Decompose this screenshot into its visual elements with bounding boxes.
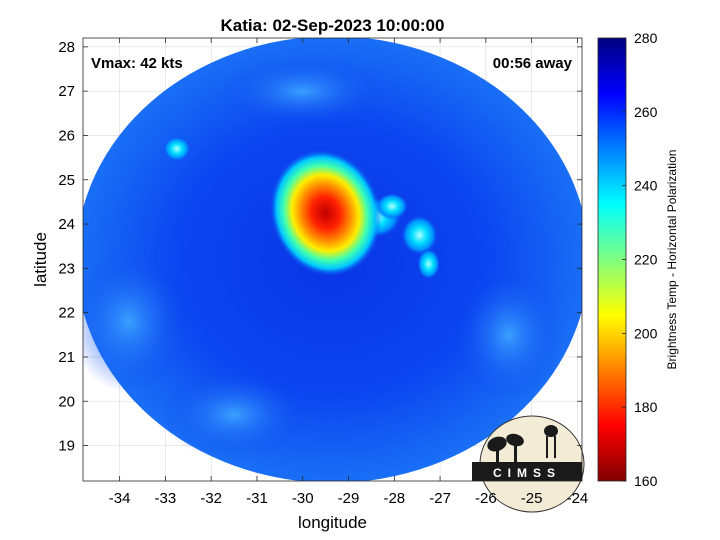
- x-tick-label: -31: [246, 490, 268, 507]
- colorbar-ticks: 160 180 200 220 240 260 280: [622, 30, 658, 489]
- logo-dish-icon: [487, 436, 507, 452]
- x-tick-label: -24: [567, 490, 589, 507]
- y-tick-label: 20: [58, 393, 75, 410]
- x-tick-label: -25: [521, 490, 543, 507]
- y-tick-label: 22: [58, 305, 75, 322]
- colorbar-tick-label: 200: [634, 325, 658, 341]
- x-tick-label: -30: [292, 490, 314, 507]
- light-patch: [83, 250, 189, 393]
- light-patch: [220, 55, 386, 127]
- colorbar-tick-label: 180: [634, 399, 658, 415]
- light-patch: [453, 268, 564, 402]
- feature-core: [269, 149, 382, 277]
- logo-band: [472, 462, 582, 481]
- colorbar-tick-label: 280: [634, 30, 658, 46]
- light-patch: [160, 370, 308, 459]
- x-tick-label: -29: [338, 490, 360, 507]
- y-tick-label: 19: [58, 438, 75, 455]
- logo-tower-icon: [544, 425, 558, 437]
- y-tick-label: 26: [58, 127, 75, 144]
- y-tick-label: 25: [58, 172, 75, 189]
- chart-title: Katia: 02-Sep-2023 10:00:00: [221, 16, 445, 35]
- plot-border: [82, 37, 583, 482]
- vmax-label: Vmax: 42 kts: [91, 55, 183, 72]
- x-tick-label: -33: [155, 490, 177, 507]
- feature-band-south: [417, 248, 441, 280]
- y-axis-label: latitude: [31, 232, 50, 287]
- logo-text: CIMSS: [493, 466, 561, 480]
- y-tick-label: 24: [58, 216, 75, 233]
- y-tick-label: 23: [58, 260, 75, 277]
- time-away-label: 00:56 away: [493, 55, 573, 72]
- map-axes: CIMSS -34 -33 -32 -31 -30 -29 -28 -27 -26 -25 -24 …: [58, 37, 588, 513]
- x-axis-label: longitude: [298, 513, 367, 532]
- colorbar-scale: [597, 37, 627, 482]
- feature-band-east-2: [401, 215, 438, 256]
- colorbar: 160 180 200 220 240 260 280 Brightness Temp - …: [597, 30, 679, 489]
- feature-band-east-3: [375, 193, 409, 220]
- y-tick-label: 28: [58, 39, 75, 56]
- x-tick-label: -26: [475, 490, 497, 507]
- logo-dish-icon: [506, 433, 524, 447]
- colorbar-tick-label: 160: [634, 473, 658, 489]
- x-tick-label: -32: [200, 490, 222, 507]
- y-tick-label: 21: [58, 349, 75, 366]
- x-tick-label: -27: [429, 490, 451, 507]
- x-tick-label: -28: [383, 490, 405, 507]
- y-axis-ticks: 19 20 21 22 23 24 25 26 27 28: [58, 39, 582, 455]
- x-axis-ticks: -34 -33 -32 -31 -30 -29 -28 -27 -26 -25 -24: [109, 38, 588, 507]
- y-tick-label: 27: [58, 83, 75, 100]
- colorbar-tick-label: 240: [634, 178, 658, 194]
- colorbar-tick-label: 220: [634, 252, 658, 268]
- cimss-logo: CIMSS: [472, 415, 585, 513]
- colorbar-label: Brightness Temp - Horizontal Polarizatio…: [665, 150, 679, 370]
- swath-layer: [83, 38, 582, 481]
- feature-isolated-nw: [163, 136, 191, 162]
- colorbar-tick-label: 260: [634, 104, 658, 120]
- x-tick-label: -34: [109, 490, 131, 507]
